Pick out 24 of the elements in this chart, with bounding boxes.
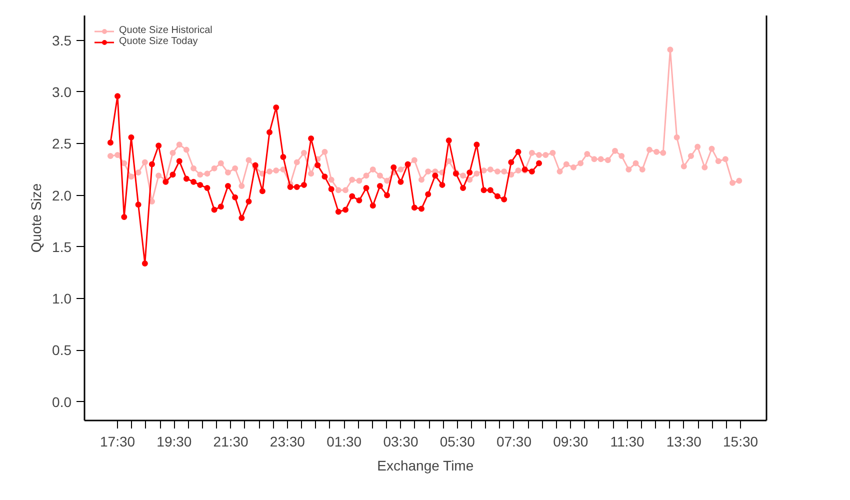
y-tick-label: 2.0 [52, 187, 72, 204]
x-tick-label: 07:30 [496, 434, 532, 450]
x-tick-label: 23:30 [270, 434, 306, 450]
x-tick-label: 13:30 [666, 434, 702, 450]
x-axis-title: Exchange Time [377, 458, 474, 474]
x-tick-label: 11:30 [610, 434, 644, 450]
x-tick-label: 03:30 [383, 434, 418, 450]
y-tick-label: 1.0 [52, 290, 72, 307]
x-tick-label: 15:30 [723, 434, 758, 450]
y-tick-label: 0.0 [52, 394, 72, 410]
y-axis-title: Quote Size [28, 183, 44, 253]
x-tick-label: 21:30 [213, 434, 249, 450]
y-tick-label: 0.5 [52, 342, 72, 358]
x-tick-label: 01:30 [326, 434, 362, 450]
y-tick-label: 3.0 [52, 84, 72, 100]
x-tick-label: 17:30 [100, 434, 136, 450]
y-tick-label: 2.5 [52, 136, 72, 152]
x-tick-label: 09:30 [553, 434, 588, 450]
x-tick-label: 19:30 [156, 434, 192, 450]
legend-label: Quote Size Historical [119, 25, 212, 36]
x-tick-label: 05:30 [440, 434, 476, 450]
legend-label: Quote Size Today [119, 36, 198, 47]
y-tick-label: 1.5 [52, 238, 72, 255]
y-tick-label: 3.5 [52, 32, 72, 48]
